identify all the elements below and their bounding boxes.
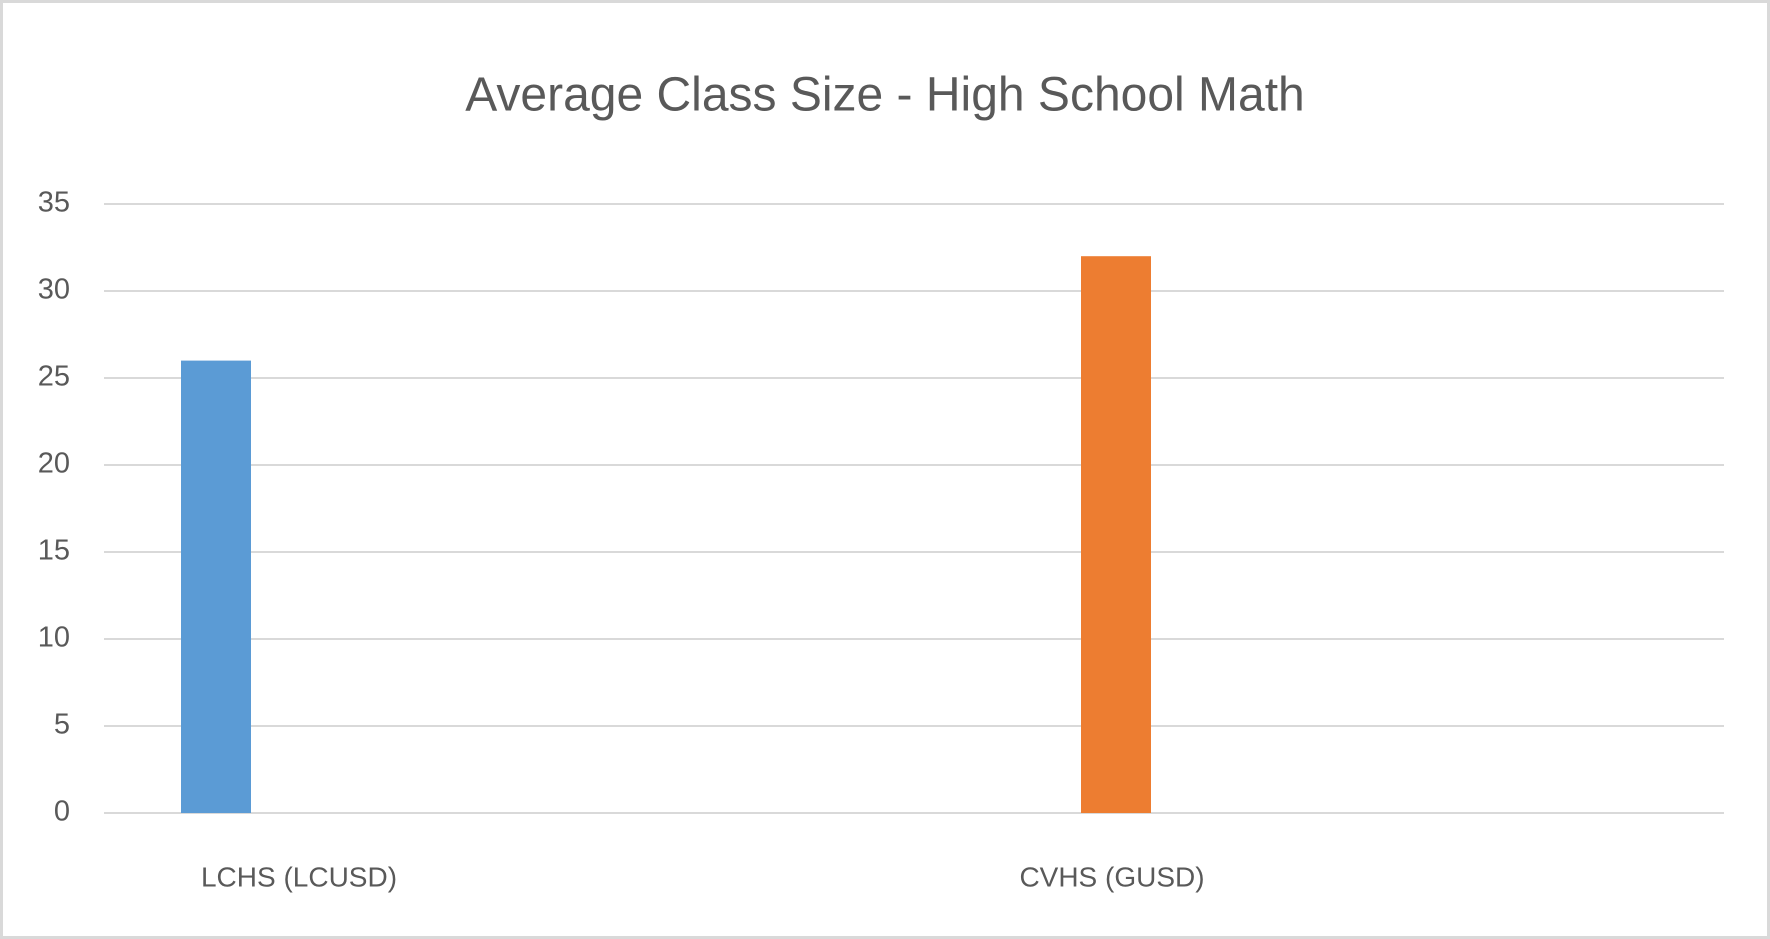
y-tick-label: 35 — [38, 187, 70, 219]
y-tick-label: 15 — [38, 535, 70, 567]
y-tick-label: 0 — [54, 796, 70, 828]
x-tick-label: LCHS (LCUSD) — [201, 861, 397, 892]
x-tick-label: CVHS (GUSD) — [1019, 861, 1204, 892]
y-tick-label: 10 — [38, 622, 70, 654]
y-tick-label: 25 — [38, 361, 70, 393]
bar — [181, 360, 251, 813]
y-tick-label: 5 — [54, 709, 70, 741]
chart-title: Average Class Size - High School Math — [465, 69, 1305, 122]
y-tick-label: 20 — [38, 448, 70, 480]
bar — [1081, 256, 1151, 813]
y-tick-label: 30 — [38, 274, 70, 306]
